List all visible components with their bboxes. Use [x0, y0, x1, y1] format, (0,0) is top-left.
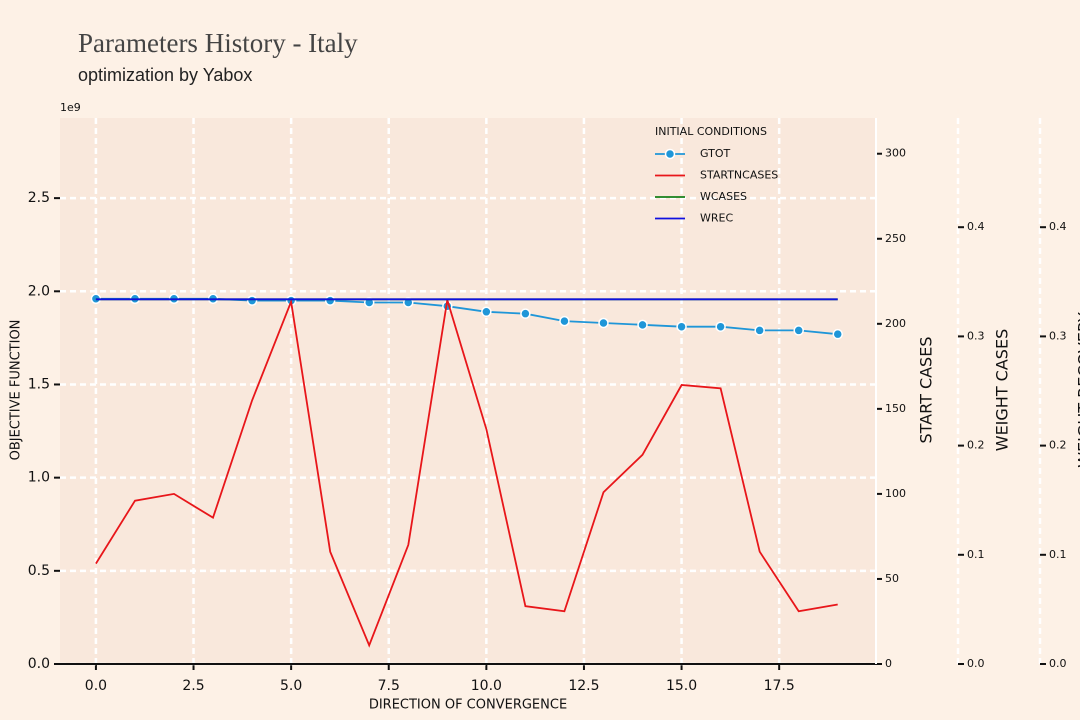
- y4-tick-label: 0.3: [1049, 329, 1067, 342]
- x-tick-label: 12.5: [568, 678, 599, 694]
- series-marker: [481, 306, 492, 318]
- y2-tick-label: 300: [885, 147, 906, 160]
- series-marker: [715, 321, 726, 332]
- legend-marker: [664, 148, 676, 160]
- x-tick-label: 10.0: [471, 678, 502, 694]
- y2-tick-label: 150: [885, 402, 906, 415]
- y2-tick-label: 100: [885, 487, 906, 500]
- legend-title: INITIAL CONDITIONS: [655, 125, 767, 138]
- series-marker: [403, 297, 414, 308]
- series-marker: [754, 325, 765, 336]
- y4-axis-label: WEIGHT RECOVERY: [1075, 312, 1080, 468]
- y3-tick-label: 0.2: [967, 439, 985, 452]
- y-offset-label: 1e9: [60, 101, 81, 114]
- y4-tick-label: 0.0: [1049, 657, 1067, 670]
- series-marker: [324, 295, 336, 306]
- plot-area: [60, 118, 876, 664]
- x-axis-label: DIRECTION OF CONVERGENCE: [369, 698, 567, 713]
- legend-label: WREC: [700, 212, 733, 225]
- y3-tick-label: 0.3: [967, 329, 985, 342]
- y3-tick-label: 0.1: [967, 548, 985, 561]
- series-marker: [598, 317, 609, 329]
- y3-tick-label: 0.4: [967, 220, 985, 233]
- y-tick-label: 1.0: [28, 470, 50, 486]
- series-marker: [637, 319, 648, 331]
- x-tick-label: 0.0: [85, 678, 107, 694]
- y2-tick-label: 250: [885, 232, 906, 245]
- y2-tick-label: 200: [885, 317, 906, 330]
- y-tick-label: 1.5: [28, 376, 50, 392]
- x-tick-label: 17.5: [764, 678, 795, 694]
- series-marker: [520, 308, 531, 319]
- series-marker: [793, 325, 804, 336]
- x-tick-label: 2.5: [182, 678, 204, 694]
- y2-tick-label: 0: [885, 657, 892, 670]
- y4-tick-label: 0.1: [1049, 548, 1067, 561]
- y3-tick-label: 0.0: [967, 657, 985, 670]
- y-tick-label: 2.5: [28, 190, 50, 206]
- y2-axis-label: START CASES: [917, 337, 936, 444]
- y-tick-label: 0.5: [28, 563, 50, 579]
- y-tick-label: 2.0: [28, 283, 50, 299]
- y4-tick-label: 0.4: [1049, 220, 1067, 233]
- y-tick-label: 0.0: [28, 656, 50, 672]
- series-marker: [676, 321, 687, 332]
- legend-label: WCASES: [700, 190, 747, 203]
- series-marker: [363, 297, 375, 308]
- y-axis-label: OBJECTIVE FUNCTION: [9, 320, 24, 461]
- legend-label: GTOT: [700, 147, 731, 160]
- x-tick-label: 15.0: [666, 678, 697, 694]
- x-tick-label: 7.5: [378, 678, 400, 694]
- chart-subtitle: optimization by Yabox: [78, 65, 252, 85]
- chart-title: Parameters History - Italy: [78, 28, 358, 58]
- series-line: [95, 298, 838, 648]
- y2-tick-label: 50: [885, 572, 899, 585]
- series-marker: [559, 315, 570, 327]
- legend-label: STARTNCASES: [700, 169, 778, 182]
- y3-axis-label: WEIGHT CASES: [993, 329, 1012, 451]
- series-marker: [246, 295, 258, 306]
- y4-tick-label: 0.2: [1049, 439, 1067, 452]
- x-tick-label: 5.0: [280, 678, 302, 694]
- series-marker: [832, 328, 843, 340]
